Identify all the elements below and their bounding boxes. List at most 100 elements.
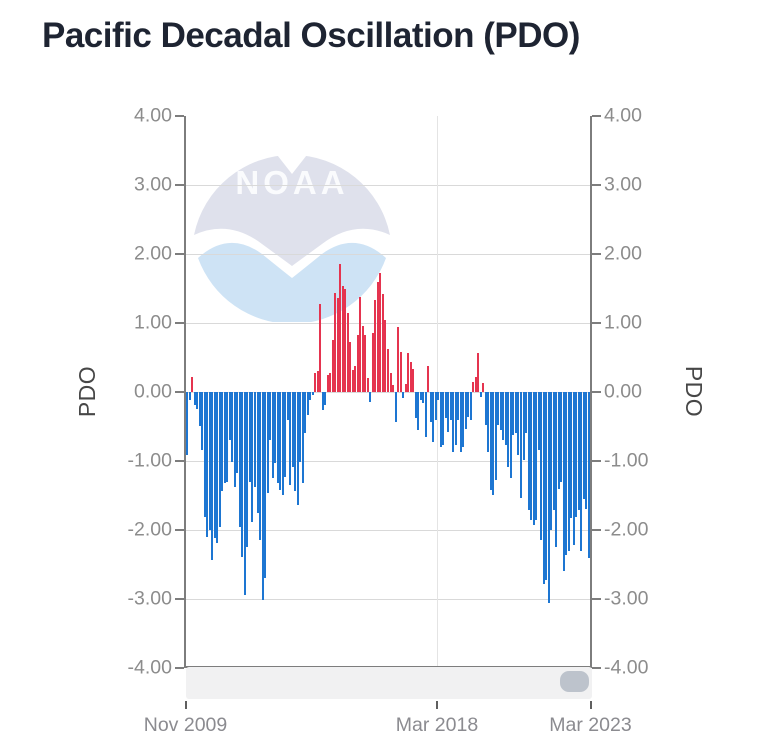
pdo-bar[interactable]	[532, 392, 535, 526]
pdo-bar[interactable]	[289, 392, 292, 486]
pdo-bar[interactable]	[442, 392, 445, 446]
pdo-bar[interactable]	[392, 385, 395, 392]
pdo-bar[interactable]	[294, 392, 297, 492]
pdo-bar[interactable]	[208, 392, 211, 530]
pdo-bar[interactable]	[577, 392, 580, 510]
pdo-bar[interactable]	[384, 319, 387, 392]
pdo-bar[interactable]	[274, 392, 277, 464]
pdo-bar[interactable]	[238, 392, 241, 527]
pdo-bar[interactable]	[389, 372, 392, 392]
pdo-bar[interactable]	[537, 392, 540, 450]
pdo-bar[interactable]	[514, 392, 517, 434]
pdo-bar[interactable]	[397, 327, 400, 392]
pdo-bar[interactable]	[530, 392, 533, 521]
pdo-bar[interactable]	[567, 392, 570, 552]
pdo-bar[interactable]	[379, 273, 382, 392]
pdo-bar[interactable]	[203, 392, 206, 517]
pdo-bar[interactable]	[422, 392, 425, 404]
pdo-bar[interactable]	[311, 392, 314, 396]
pdo-bar[interactable]	[251, 392, 254, 522]
pdo-bar[interactable]	[545, 392, 548, 581]
pdo-bar[interactable]	[427, 365, 430, 392]
pdo-bar[interactable]	[354, 366, 357, 392]
pdo-bar[interactable]	[248, 392, 251, 482]
pdo-bar[interactable]	[366, 378, 369, 392]
pdo-bar[interactable]	[474, 376, 477, 392]
pdo-bar[interactable]	[218, 392, 221, 527]
pdo-bar[interactable]	[454, 392, 457, 446]
pdo-bar[interactable]	[284, 392, 287, 477]
pdo-bar[interactable]	[467, 392, 470, 417]
pdo-bar[interactable]	[457, 392, 460, 421]
pdo-bar[interactable]	[447, 392, 450, 433]
pdo-bar[interactable]	[565, 392, 568, 555]
pdo-bar[interactable]	[404, 383, 407, 392]
pdo-bar[interactable]	[387, 349, 389, 392]
pdo-bar[interactable]	[186, 392, 189, 456]
pdo-bar[interactable]	[321, 392, 324, 410]
pdo-bar[interactable]	[256, 392, 259, 514]
pdo-bar[interactable]	[316, 371, 319, 392]
pdo-bar[interactable]	[477, 352, 480, 392]
pdo-bar[interactable]	[306, 392, 309, 415]
pdo-bar[interactable]	[259, 392, 262, 541]
pdo-bar[interactable]	[572, 392, 575, 546]
pdo-bar[interactable]	[271, 392, 274, 479]
pdo-bar[interactable]	[469, 392, 472, 421]
pdo-bar[interactable]	[487, 392, 490, 453]
pdo-bar[interactable]	[221, 392, 224, 492]
pdo-bar[interactable]	[409, 361, 412, 392]
pdo-bar[interactable]	[264, 392, 267, 579]
range-slider-handle[interactable]	[560, 671, 589, 692]
pdo-bar[interactable]	[417, 392, 420, 430]
pdo-bar[interactable]	[585, 392, 588, 510]
pdo-bar[interactable]	[587, 392, 590, 558]
pdo-bar[interactable]	[575, 392, 578, 517]
pdo-bar[interactable]	[412, 368, 415, 392]
pdo-bar[interactable]	[346, 312, 349, 392]
pdo-bar[interactable]	[374, 300, 377, 392]
pdo-bar[interactable]	[324, 392, 327, 406]
pdo-bar[interactable]	[472, 381, 475, 392]
pdo-bar[interactable]	[349, 341, 352, 392]
pdo-bar[interactable]	[484, 392, 487, 426]
pdo-bar[interactable]	[331, 340, 334, 392]
pdo-bar[interactable]	[193, 392, 196, 406]
pdo-bar[interactable]	[552, 392, 555, 510]
pdo-bar[interactable]	[334, 293, 337, 392]
pdo-bar[interactable]	[213, 392, 216, 539]
pdo-bar[interactable]	[329, 373, 332, 392]
pdo-bar[interactable]	[452, 392, 455, 453]
pdo-bar[interactable]	[429, 392, 432, 422]
pdo-bar[interactable]	[449, 392, 452, 421]
pdo-bar[interactable]	[296, 392, 299, 506]
pdo-bar[interactable]	[562, 392, 565, 572]
pdo-bar[interactable]	[223, 392, 226, 484]
pdo-bar[interactable]	[582, 392, 585, 499]
pdo-bar[interactable]	[381, 294, 384, 392]
pdo-bar[interactable]	[191, 376, 194, 392]
pdo-bar[interactable]	[424, 392, 427, 437]
pdo-bar[interactable]	[570, 392, 573, 519]
pdo-bar[interactable]	[243, 392, 246, 595]
pdo-bar[interactable]	[557, 392, 560, 489]
pdo-bar[interactable]	[356, 334, 359, 392]
pdo-bar[interactable]	[341, 286, 344, 392]
pdo-bar[interactable]	[512, 392, 515, 435]
pdo-bar[interactable]	[233, 392, 236, 487]
pdo-bar[interactable]	[547, 392, 550, 604]
pdo-bar[interactable]	[540, 392, 543, 541]
pdo-bar[interactable]	[462, 392, 465, 447]
pdo-bar[interactable]	[494, 392, 497, 481]
pdo-bar[interactable]	[394, 392, 397, 422]
pdo-bar[interactable]	[437, 392, 440, 401]
pdo-bar[interactable]	[196, 392, 199, 410]
pdo-bar[interactable]	[266, 392, 269, 494]
pdo-bar[interactable]	[269, 392, 272, 441]
pdo-bar[interactable]	[502, 392, 505, 441]
pdo-bar[interactable]	[489, 392, 492, 490]
pdo-bar[interactable]	[206, 392, 209, 537]
pdo-bar[interactable]	[542, 392, 545, 584]
pdo-bar[interactable]	[509, 392, 512, 479]
pdo-bar[interactable]	[376, 281, 379, 392]
